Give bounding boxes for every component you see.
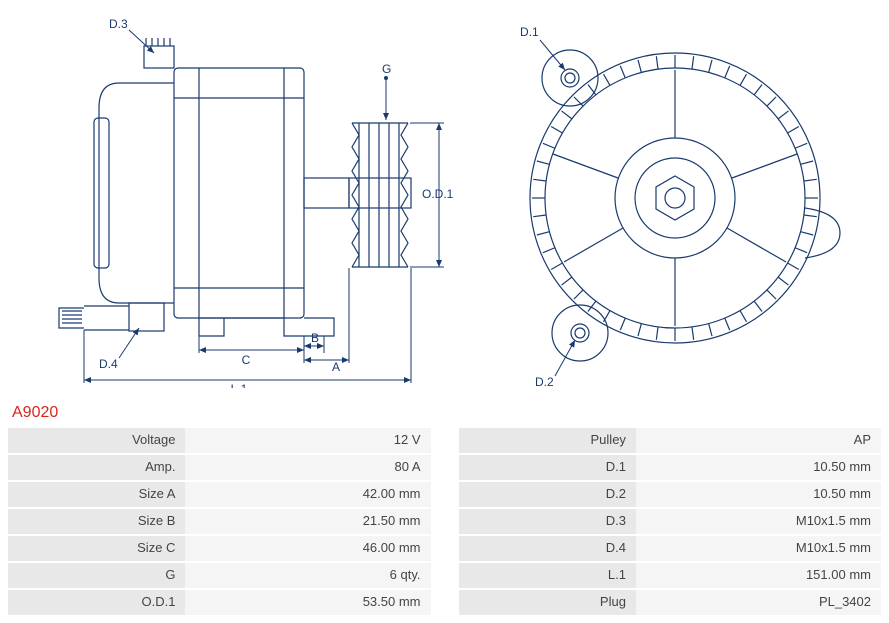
spec-label: O.D.1 [8, 590, 185, 615]
label-l1: L.1 [230, 382, 247, 388]
spec-label: Plug [459, 590, 636, 615]
technical-diagram: D.3 D.4 [8, 8, 881, 388]
label-d4: D.4 [99, 357, 118, 371]
spec-label: L.1 [459, 563, 636, 588]
spec-value: 80 A [185, 455, 430, 480]
label-d3: D.3 [109, 17, 128, 31]
spec-value: PL_3402 [636, 590, 881, 615]
spec-row: L.1151.00 mm [459, 563, 882, 588]
spec-row: Voltage12 V [8, 428, 431, 453]
spec-label: D.3 [459, 509, 636, 534]
specifications-table: Voltage12 VAmp.80 ASize A42.00 mmSize B2… [8, 428, 881, 615]
front-view-diagram: D.1 D.2 [485, 8, 865, 388]
spec-row: PulleyAP [459, 428, 882, 453]
spec-value: 42.00 mm [185, 482, 430, 507]
label-a: A [332, 360, 340, 374]
spec-label: D.1 [459, 455, 636, 480]
spec-label: Voltage [8, 428, 185, 453]
spec-row: O.D.153.50 mm [8, 590, 431, 615]
spec-row: G6 qty. [8, 563, 431, 588]
label-d2: D.2 [535, 375, 554, 388]
spec-value: 21.50 mm [185, 509, 430, 534]
spec-row: Amp.80 A [8, 455, 431, 480]
part-number: A9020 [8, 400, 881, 428]
spec-value: M10x1.5 mm [636, 509, 881, 534]
spec-column-right: PulleyAPD.110.50 mmD.210.50 mmD.3M10x1.5… [459, 428, 882, 615]
spec-value: 10.50 mm [636, 482, 881, 507]
spec-value: AP [636, 428, 881, 453]
spec-label: G [8, 563, 185, 588]
label-g: G [382, 62, 391, 76]
spec-row: Size B21.50 mm [8, 509, 431, 534]
spec-value: M10x1.5 mm [636, 536, 881, 561]
spec-label: Size C [8, 536, 185, 561]
spec-row: Size A42.00 mm [8, 482, 431, 507]
label-d1: D.1 [520, 25, 539, 39]
label-b: B [311, 331, 319, 345]
spec-value: 53.50 mm [185, 590, 430, 615]
spec-row: D.210.50 mm [459, 482, 882, 507]
spec-row: D.4M10x1.5 mm [459, 536, 882, 561]
spec-label: D.4 [459, 536, 636, 561]
spec-value: 12 V [185, 428, 430, 453]
spec-row: D.3M10x1.5 mm [459, 509, 882, 534]
spec-row: PlugPL_3402 [459, 590, 882, 615]
spec-row: D.110.50 mm [459, 455, 882, 480]
label-od1: O.D.1 [422, 187, 454, 201]
spec-label: D.2 [459, 482, 636, 507]
side-view-diagram: D.3 D.4 [24, 8, 454, 388]
spec-label: Amp. [8, 455, 185, 480]
spec-column-left: Voltage12 VAmp.80 ASize A42.00 mmSize B2… [8, 428, 431, 615]
spec-value: 6 qty. [185, 563, 430, 588]
spec-label: Size A [8, 482, 185, 507]
spec-value: 10.50 mm [636, 455, 881, 480]
spec-label: Pulley [459, 428, 636, 453]
spec-row: Size C46.00 mm [8, 536, 431, 561]
spec-value: 151.00 mm [636, 563, 881, 588]
label-c: C [241, 353, 250, 367]
spec-value: 46.00 mm [185, 536, 430, 561]
spec-label: Size B [8, 509, 185, 534]
